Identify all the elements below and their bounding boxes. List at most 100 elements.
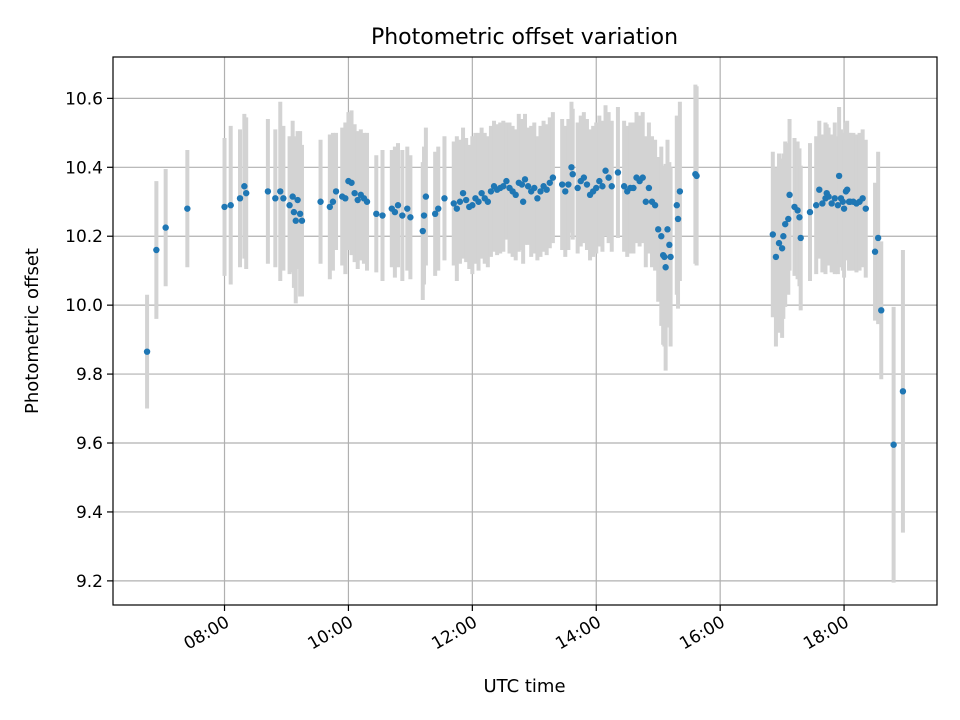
data-point bbox=[419, 227, 426, 235]
plot-frame bbox=[112, 56, 938, 606]
data-point bbox=[543, 186, 550, 193]
data-point bbox=[264, 188, 272, 195]
data-point bbox=[645, 184, 653, 192]
data-point bbox=[399, 212, 406, 219]
data-point bbox=[277, 188, 284, 195]
data-point bbox=[785, 215, 792, 223]
data-point bbox=[642, 198, 650, 205]
data-point bbox=[294, 196, 301, 204]
data-point bbox=[828, 200, 835, 207]
data-point bbox=[596, 177, 603, 185]
data-point bbox=[500, 183, 507, 190]
data-point bbox=[475, 198, 482, 205]
data-point bbox=[602, 167, 609, 174]
x-axis-label: UTC time bbox=[483, 676, 565, 697]
data-point bbox=[871, 248, 879, 255]
data-point bbox=[862, 205, 869, 212]
data-point bbox=[221, 203, 228, 211]
data-point bbox=[243, 189, 250, 197]
data-point bbox=[605, 174, 612, 181]
data-point bbox=[667, 253, 674, 261]
data-point bbox=[780, 233, 787, 240]
data-point bbox=[839, 198, 847, 205]
data-point bbox=[379, 212, 386, 219]
data-point bbox=[521, 176, 529, 183]
data-point bbox=[348, 179, 355, 186]
y-axis-label: Photometric offset bbox=[22, 248, 43, 414]
data-point bbox=[812, 202, 820, 209]
data-point bbox=[599, 183, 606, 190]
data-point bbox=[565, 181, 572, 188]
data-point bbox=[143, 348, 151, 355]
data-point bbox=[450, 200, 457, 207]
data-point bbox=[620, 183, 628, 190]
data-point bbox=[778, 245, 786, 252]
data-point bbox=[153, 246, 160, 254]
y-tick-label: 9.2 bbox=[76, 572, 103, 592]
data-point bbox=[772, 253, 780, 261]
data-point bbox=[568, 164, 575, 171]
data-point bbox=[184, 205, 191, 212]
data-point bbox=[859, 195, 866, 202]
data-point bbox=[531, 184, 538, 192]
data-point bbox=[546, 179, 553, 186]
data-point bbox=[658, 233, 665, 240]
data-point bbox=[469, 202, 476, 209]
data-point bbox=[797, 234, 804, 242]
data-point bbox=[674, 215, 682, 223]
data-point bbox=[290, 208, 298, 216]
data-point bbox=[796, 214, 803, 221]
data-point bbox=[630, 184, 637, 192]
data-point bbox=[453, 205, 461, 212]
data-point bbox=[786, 191, 793, 199]
data-point bbox=[431, 210, 439, 218]
data-point bbox=[639, 174, 646, 181]
data-point bbox=[534, 195, 541, 202]
data-point bbox=[162, 224, 169, 231]
data-point bbox=[782, 220, 789, 228]
data-point bbox=[651, 202, 659, 209]
data-point bbox=[834, 202, 842, 209]
data-point bbox=[794, 207, 801, 214]
data-point bbox=[562, 188, 569, 195]
data-point bbox=[673, 202, 680, 209]
data-point bbox=[503, 177, 510, 185]
y-tick-label: 9.4 bbox=[76, 503, 103, 523]
data-point bbox=[549, 174, 557, 181]
y-axis: 9.2 9.4 9.6 9.8 10.0 10.2 10.4 10.6 bbox=[65, 89, 113, 592]
data-point bbox=[280, 195, 287, 202]
data-point bbox=[462, 196, 470, 204]
data-point bbox=[391, 208, 399, 216]
data-point bbox=[394, 202, 402, 209]
data-point bbox=[558, 181, 566, 188]
data-point bbox=[666, 241, 673, 249]
data-point bbox=[661, 253, 668, 261]
data-point bbox=[769, 231, 777, 238]
data-point bbox=[676, 188, 684, 195]
data-point bbox=[775, 239, 783, 247]
data-point bbox=[441, 195, 448, 202]
data-point bbox=[227, 202, 234, 209]
data-point bbox=[583, 181, 591, 188]
data-point bbox=[351, 189, 358, 197]
y-tick-label: 9.8 bbox=[76, 365, 103, 385]
data-point bbox=[332, 188, 340, 195]
data-point bbox=[831, 195, 838, 202]
data-point bbox=[664, 226, 671, 233]
data-point bbox=[363, 198, 371, 205]
data-point bbox=[456, 198, 464, 205]
data-point bbox=[241, 183, 248, 190]
data-point bbox=[478, 189, 485, 197]
y-tick-label: 10.6 bbox=[65, 89, 103, 109]
data-point bbox=[574, 184, 581, 192]
data-point bbox=[816, 186, 823, 193]
data-point bbox=[236, 195, 244, 202]
data-point bbox=[435, 205, 442, 212]
data-point bbox=[373, 210, 380, 218]
data-point bbox=[342, 195, 349, 202]
data-point bbox=[407, 214, 414, 221]
data-point bbox=[272, 195, 279, 202]
y-tick-label: 10.4 bbox=[65, 158, 103, 178]
